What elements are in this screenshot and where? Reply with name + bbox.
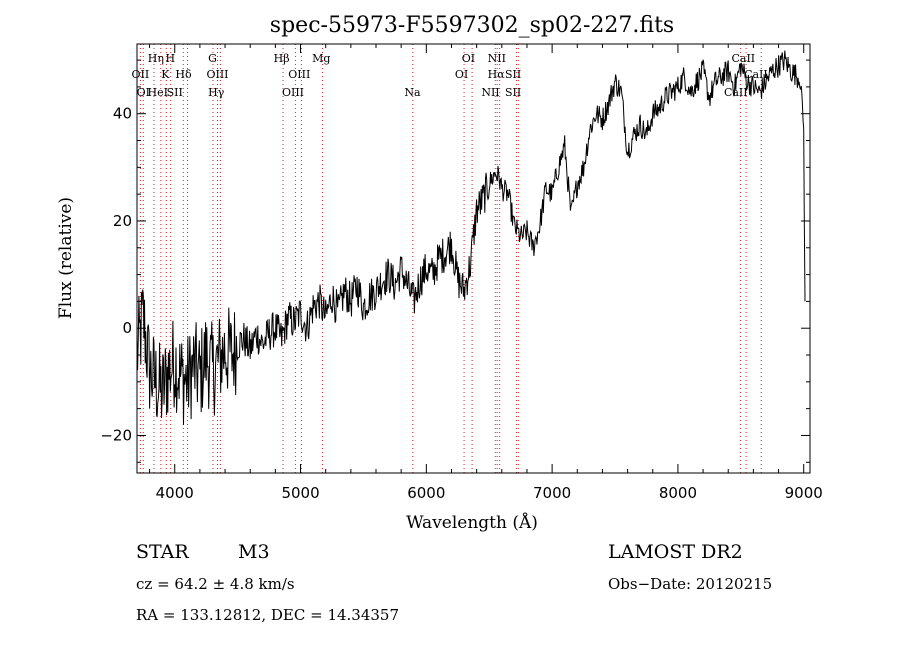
plot-frame: [136, 43, 811, 474]
line-label: CaII: [731, 52, 755, 65]
line-label: OI: [137, 86, 150, 99]
y-tick-label: 40: [113, 105, 132, 123]
line-label: K: [161, 68, 170, 81]
x-tick-label: 7000: [533, 484, 571, 502]
line-label: OIII: [282, 86, 304, 99]
x-tick-label: 4000: [156, 484, 194, 502]
line-label: Hδ: [175, 68, 192, 81]
line-label: OI: [455, 68, 468, 81]
line-label: Mg: [312, 52, 330, 65]
line-label: H: [166, 52, 176, 65]
line-label: Hη: [148, 52, 164, 65]
x-tick-label: 9000: [785, 484, 823, 502]
line-label: Hβ: [274, 52, 290, 65]
object-class: STAR: [136, 541, 189, 563]
spectrum-line: [136, 50, 806, 425]
line-label: Na: [404, 86, 421, 99]
line-label: NII: [481, 86, 499, 99]
redshift-velocity: cz = 64.2 ± 4.8 km/s: [136, 575, 295, 593]
coordinates: RA = 133.12812, DEC = 14.34357: [136, 606, 399, 624]
line-label: G: [208, 52, 217, 65]
x-axis-label: Wavelength (Å): [406, 512, 538, 533]
chart-title: spec-55973-F5597302_sp02-227.fits: [270, 13, 674, 38]
spectrum-series: [136, 50, 806, 425]
line-label: NII: [488, 52, 506, 65]
line-label: OI: [462, 52, 475, 65]
line-label: Hγ: [208, 86, 225, 99]
x-tick-label: 5000: [281, 484, 319, 502]
x-tick-label: 8000: [659, 484, 697, 502]
observation-date: Obs−Date: 20120215: [608, 575, 772, 593]
line-label: SII: [167, 86, 183, 99]
line-label: OIII: [206, 68, 228, 81]
x-axis-ticks: 4000 5000 6000 7000 8000 9000: [149, 44, 823, 502]
line-label: OIII: [288, 68, 310, 81]
y-axis-label: Flux (relative): [56, 197, 76, 319]
y-tick-label: −20: [100, 426, 132, 444]
line-label: CaII: [724, 86, 748, 99]
line-label: OII: [132, 68, 150, 81]
line-label: CaII: [744, 68, 768, 81]
y-tick-label: 20: [113, 212, 132, 230]
object-subclass: M3: [238, 541, 270, 563]
survey-name: LAMOST DR2: [608, 541, 743, 563]
line-label: HeI: [148, 86, 168, 99]
emission-line-labels: OIIOIHηHeIKHSIIHδGHγOIIIHβOIIIOIIIMgNaOI…: [132, 52, 768, 99]
line-label: SII: [505, 68, 521, 81]
line-label: SII: [505, 86, 521, 99]
x-tick-label: 6000: [407, 484, 445, 502]
line-label: Hα: [488, 68, 506, 81]
y-tick-label: 0: [122, 319, 132, 337]
y-axis-ticks: −20 0 20 40: [100, 59, 810, 463]
